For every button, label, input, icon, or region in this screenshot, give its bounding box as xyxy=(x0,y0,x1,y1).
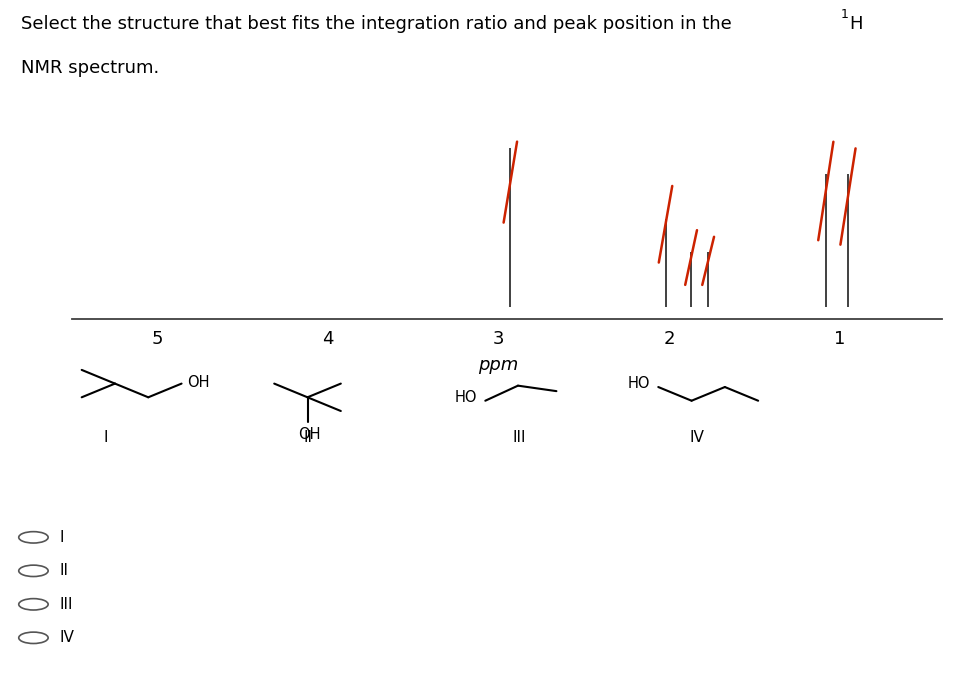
Text: NMR spectrum.: NMR spectrum. xyxy=(21,59,160,77)
Text: ppm: ppm xyxy=(479,356,519,374)
Text: III: III xyxy=(512,430,526,445)
Text: HO: HO xyxy=(628,376,651,391)
Text: IV: IV xyxy=(689,430,704,445)
Text: III: III xyxy=(60,597,73,612)
Text: 1: 1 xyxy=(841,8,849,21)
Text: II: II xyxy=(303,430,312,445)
Text: Select the structure that best fits the integration ratio and peak position in t: Select the structure that best fits the … xyxy=(21,15,738,33)
Text: I: I xyxy=(104,430,108,445)
Text: H: H xyxy=(850,15,863,33)
Text: OH: OH xyxy=(187,375,209,390)
Text: II: II xyxy=(60,563,68,578)
Text: OH: OH xyxy=(298,427,321,443)
Text: IV: IV xyxy=(60,630,74,645)
Text: I: I xyxy=(60,530,63,545)
Text: HO: HO xyxy=(456,390,478,405)
